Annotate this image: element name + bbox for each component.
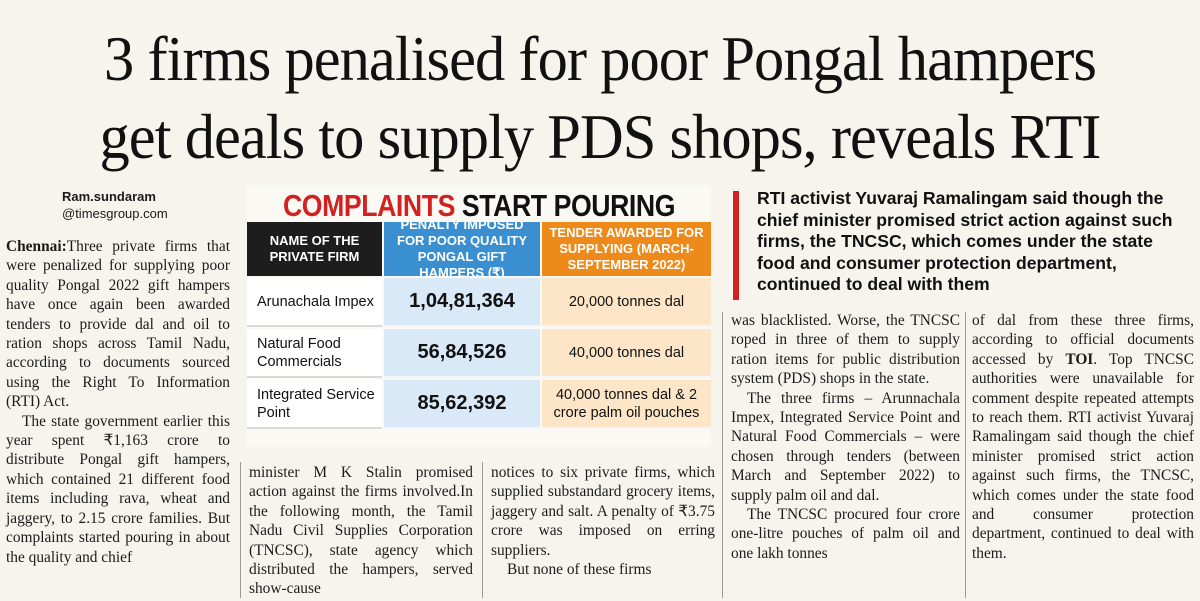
table-cell-firm: Integrated Service Point xyxy=(247,380,382,429)
column-divider xyxy=(240,462,241,598)
article-column-4: was blacklisted. Worse, the TNCSC roped … xyxy=(731,311,960,563)
toi-mention: TOI xyxy=(1065,350,1094,368)
table-cell-firm: Natural Food Commercials xyxy=(247,329,382,378)
table-title-highlight: COMPLAINTS xyxy=(282,188,455,223)
table-cell-tender: 40,000 tonnes dal & 2 crore palm oil pou… xyxy=(542,380,711,429)
headline-line-1: 3 firms penalised for poor Pongal hamper… xyxy=(104,24,1097,94)
table-title: COMPLAINTS START POURING IN xyxy=(279,188,678,260)
byline-handle: @timesgroup.com xyxy=(62,206,168,221)
table-cell-tender: 20,000 tonnes dal xyxy=(542,278,711,327)
byline-name: Ram.sundaram xyxy=(62,189,156,204)
pullquote-bar xyxy=(733,191,739,300)
table-title-rest: START POURING IN xyxy=(461,188,676,259)
article-text: of dal from these three firms, according… xyxy=(972,312,1194,368)
article-paragraph: minister M K Stalin promised action agai… xyxy=(249,464,473,598)
article-column-2: minister M K Stalin promised action agai… xyxy=(249,463,473,599)
article-paragraph: was blacklisted. Worse, the TNCSC roped … xyxy=(731,312,960,388)
complaints-table: COMPLAINTS START POURING IN NAME OF THE … xyxy=(247,185,711,447)
article-paragraph: The TNCSC procured four crore one-litre … xyxy=(731,506,960,562)
article-text: Three private firms that were penalized … xyxy=(6,238,230,411)
column-divider xyxy=(482,462,483,598)
column-divider xyxy=(722,312,723,598)
table-cell-penalty: 1,04,81,364 xyxy=(384,278,540,327)
article-paragraph: The state government earlier this year s… xyxy=(6,412,230,566)
table-header-firm: NAME OF THE PRIVATE FIRM xyxy=(247,222,382,276)
table-cell-tender: 40,000 tonnes dal xyxy=(542,329,711,378)
article-column-3: notices to six private firms, which supp… xyxy=(491,463,715,579)
headline-line-2: get deals to supply PDS shops, reveals R… xyxy=(99,102,1102,172)
table-cell-penalty: 85,62,392 xyxy=(384,380,540,429)
article-paragraph: notices to six private firms, which supp… xyxy=(491,464,715,559)
article-paragraph: The three firms – Arunnachala Impex, Int… xyxy=(731,389,960,504)
article-paragraph: of dal from these three firms, according… xyxy=(972,311,1194,563)
article-column-1: Chennai:Three private firms that were pe… xyxy=(6,237,230,567)
table-cell-penalty: 56,84,526 xyxy=(384,329,540,378)
table-header-penalty: PENALTY IMPOSED FOR POOR QUALITY PONGAL … xyxy=(384,217,540,280)
pull-quote: RTI activist Yuvaraj Ramalingam said tho… xyxy=(757,188,1173,294)
article-column-5: of dal from these three firms, according… xyxy=(972,311,1194,563)
article-text: . Top TNCSC authorities were unavailable… xyxy=(972,350,1194,562)
column-divider xyxy=(965,312,966,598)
article-paragraph: But none of these firms xyxy=(507,561,652,579)
byline: Ram.sundaram @timesgroup.com xyxy=(62,188,168,222)
dateline: Chennai: xyxy=(6,238,67,255)
table-header-tender: TENDER AWARDED FOR SUPPLYING (MARCH-SEPT… xyxy=(542,222,711,276)
article-paragraph: Chennai:Three private firms that were pe… xyxy=(6,237,230,412)
table-cell-firm: Arunachala Impex xyxy=(247,278,382,327)
